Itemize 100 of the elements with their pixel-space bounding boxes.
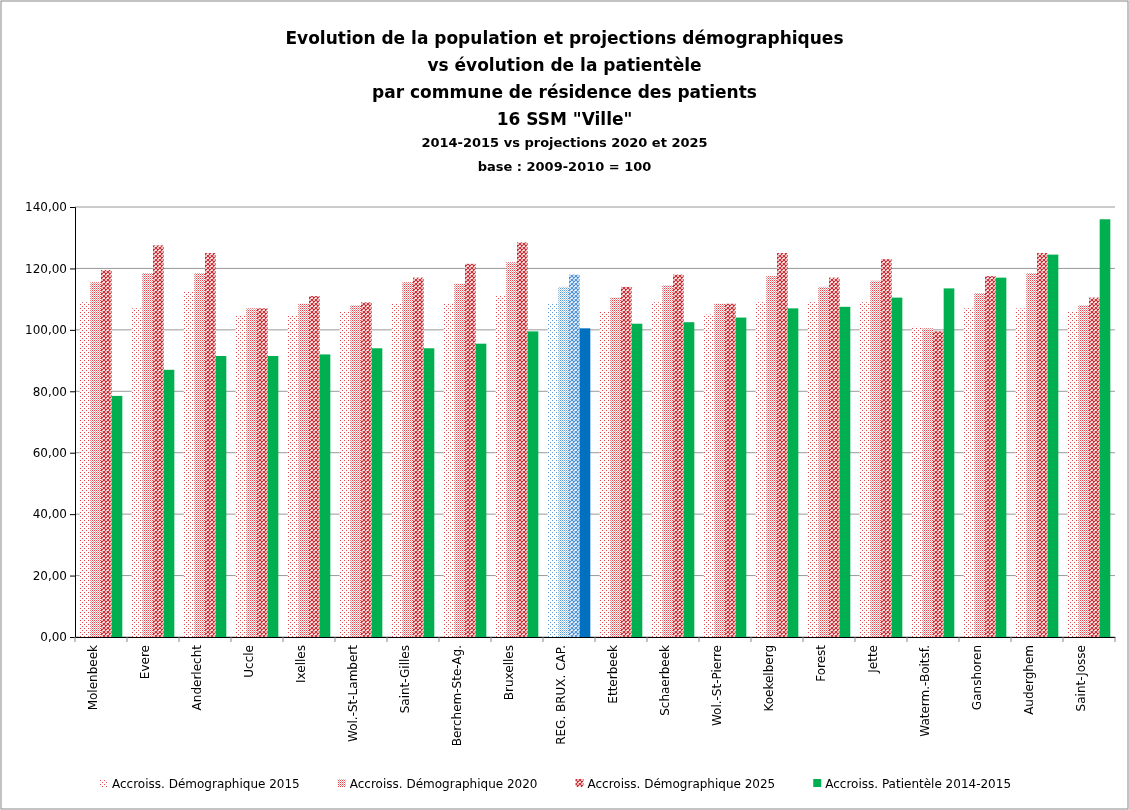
bar [194,273,205,637]
bar [974,293,985,637]
bar [943,288,955,637]
bar [287,316,299,637]
bar [839,306,851,637]
bar [995,277,1007,637]
bar [142,273,153,637]
bar [621,286,632,637]
bar [309,296,320,637]
x-tick-label: Evere [138,645,152,680]
bar [517,242,528,637]
bar [1099,219,1111,637]
bar [153,245,164,637]
bar [298,303,309,637]
y-tick-label: 40,00 [32,507,67,522]
bar [79,302,91,637]
bar [527,331,539,637]
bar [933,331,944,637]
y-tick-label: 60,00 [32,446,67,461]
bar [1015,308,1027,637]
bar [963,308,975,637]
bar [454,283,465,637]
bar [891,297,903,637]
bar [703,314,715,637]
bar [443,303,455,637]
legend-label: Accroiss. Démographique 2025 [587,777,776,791]
y-tick-label: 20,00 [32,568,67,583]
bar [777,253,788,637]
bar [361,302,372,637]
bar [569,274,580,637]
bar [683,322,695,637]
bar [267,355,279,637]
bar [662,285,673,637]
bar [371,348,383,637]
bar [985,276,996,637]
bar [1078,305,1089,637]
bar [818,286,829,637]
bar [547,303,559,637]
bar [111,395,123,637]
bar [495,296,507,637]
bar [319,354,331,637]
bar [735,317,747,637]
y-tick-label: 120,00 [25,261,67,276]
y-tick-label: 140,00 [25,200,67,215]
x-tick-label: Molenbeek [86,644,100,711]
bar [651,302,663,637]
x-tick-label: Saint-Gilles [398,645,412,714]
bar [725,303,736,637]
bar [402,282,413,637]
bar [579,328,591,637]
x-tick-label: Anderlecht [190,644,204,711]
legend-label: Accroiss. Démographique 2020 [349,777,538,791]
bar [163,369,175,637]
bar [90,282,101,637]
bar [465,263,476,637]
x-tick-label: Waterm.-Boitsf. [918,645,932,737]
bar [391,303,403,637]
y-tick-label: 100,00 [25,323,67,338]
x-tick-label: Bruxelles [502,645,516,701]
legend-label: Accroiss. Patientèle 2014-2015 [825,777,1012,791]
x-tick-label: Forest [814,644,828,682]
bar [1037,253,1048,637]
x-tick-label: Koekelberg [762,645,776,712]
x-tick-label: Ganshoren [970,645,984,711]
bar [807,302,819,637]
bar [423,348,435,637]
y-tick-label: 80,00 [32,384,67,399]
x-tick-label: Wol.-St-Pierre [710,645,724,727]
bar [673,274,684,637]
bar [558,286,569,637]
bar [766,276,777,637]
bar [350,305,361,637]
bar [610,297,621,637]
bar [339,311,351,637]
bar [631,323,643,637]
bar [599,311,611,637]
x-tick-label: Auderghem [1022,645,1036,715]
bar [755,302,767,637]
bar [787,308,799,637]
legend-label: Accroiss. Démographique 2015 [112,777,300,791]
x-tick-label: Etterbeek [606,644,620,704]
bar [506,262,517,637]
y-tick-label: 0,00 [40,630,67,645]
x-tick-label: Berchem-Ste-Ag. [450,645,464,747]
x-tick-label: Schaerbeek [658,644,672,716]
bar [1026,273,1037,637]
chart-subtitle: 2014-2015 vs projections 2020 et 2025 base : 2009-2010 = 100 [421,135,708,174]
bar [870,280,881,637]
bar [829,277,840,637]
bar [183,291,195,637]
x-tick-label: Saint-Josse [1074,645,1088,712]
bar [922,328,933,637]
bar [1047,254,1059,637]
bar [475,343,487,637]
chart-title: Evolution de la population et projections démographiques vs évolution de la patientèle par commune de résidence des patients 16 SSM "Ville" [285,28,844,129]
bar [205,253,216,637]
bar [1089,297,1100,637]
bar [1067,311,1079,637]
bar [881,259,892,637]
bar [859,302,871,637]
